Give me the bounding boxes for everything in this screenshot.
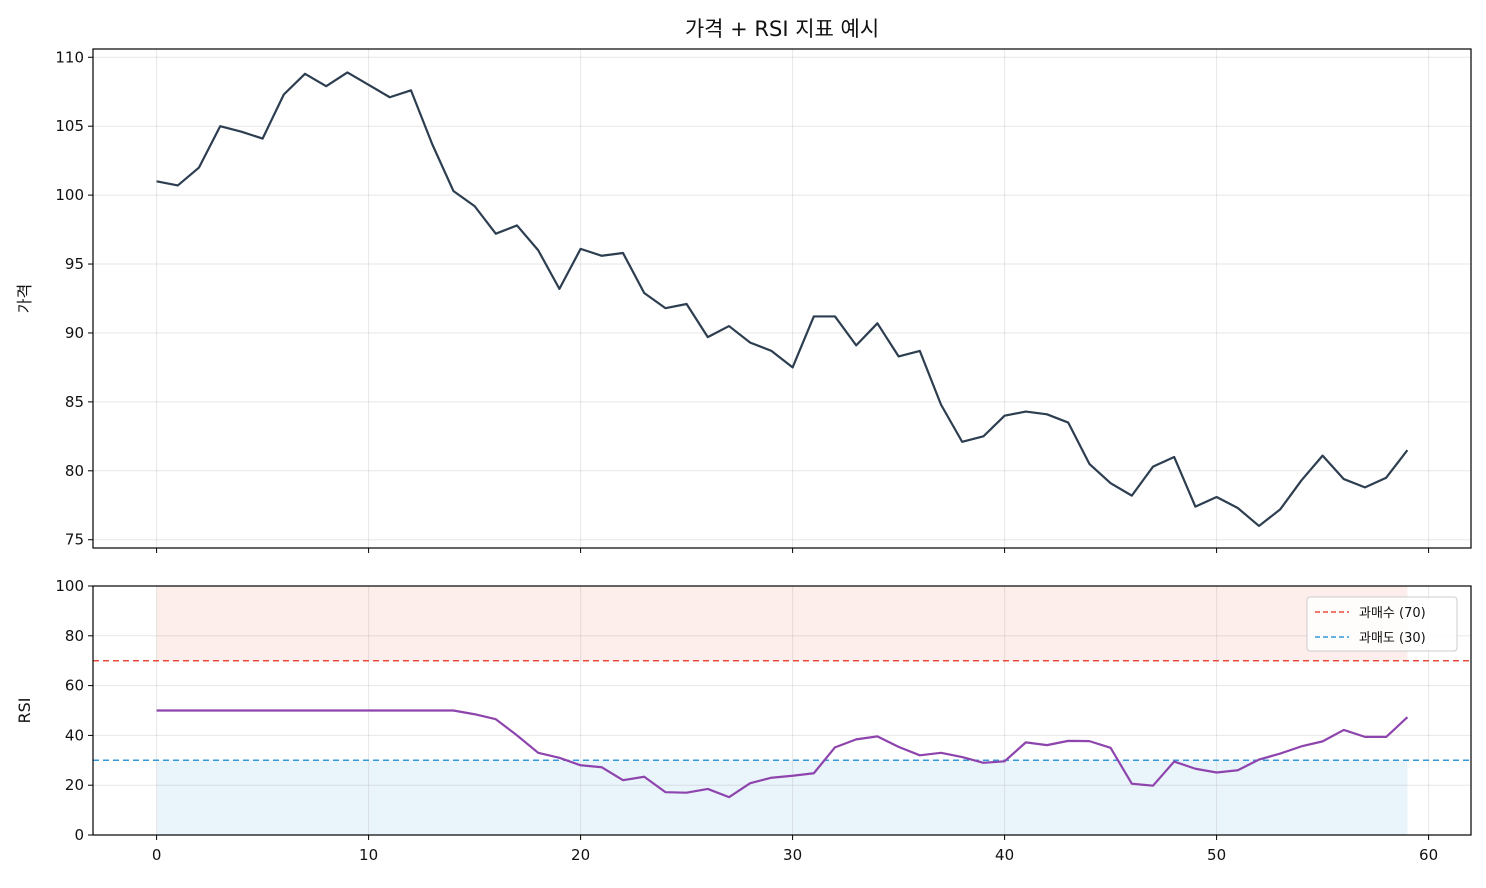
price-y-tick-label: 95 <box>65 255 84 273</box>
price-plot-area <box>93 49 1471 548</box>
rsi-panel: 0 20 40 60 80 100 0 10 20 30 40 50 60 RSI 과매수 (70) 과매도 … <box>15 577 1472 864</box>
rsi-series-line <box>156 709 1409 799</box>
rsi-x-tick-label: 50 <box>1207 846 1226 864</box>
rsi-y-tick-label: 0 <box>74 826 84 844</box>
price-y-tick-label: 90 <box>65 324 84 342</box>
rsi-y-tick-label: 80 <box>65 627 84 645</box>
rsi-x-tick-label: 0 <box>152 846 162 864</box>
legend-label: 과매수 (70) <box>1359 606 1426 621</box>
price-y-tick-label: 80 <box>65 462 84 480</box>
rsi-x-tick-label: 20 <box>571 846 590 864</box>
chart-title: 가격 + RSI 지표 예시 <box>685 17 879 41</box>
rsi-x-tick-label: 10 <box>359 846 378 864</box>
price-y-tick-label: 100 <box>55 186 84 204</box>
rsi-y-tick-label: 20 <box>65 776 84 794</box>
rsi-x-tick-label: 30 <box>783 846 802 864</box>
rsi-shaded-band <box>156 760 1408 835</box>
price-y-tick-label: 105 <box>55 117 84 135</box>
legend-box <box>1306 596 1458 652</box>
rsi-axes-frame <box>92 585 1472 836</box>
price-y-tick-label: 110 <box>55 48 84 66</box>
price-axes-frame <box>92 48 1472 549</box>
rsi-x-tick-label: 60 <box>1419 846 1438 864</box>
rsi-y-tick-label: 100 <box>55 577 84 595</box>
rsi-x-tick-label: 40 <box>995 846 1014 864</box>
rsi-y-axis-label: RSI <box>15 698 34 724</box>
chart-legend: 과매수 (70) 과매도 (30) <box>1306 596 1458 652</box>
price-panel: 75 80 85 90 95 100 105 110 가격 <box>15 48 1472 553</box>
rsi-y-tick-label: 60 <box>65 677 84 695</box>
price-y-tick-label: 85 <box>65 393 84 411</box>
price-series-line <box>156 71 1409 528</box>
legend-label: 과매도 (30) <box>1359 631 1426 646</box>
rsi-y-tick-label: 40 <box>65 726 84 744</box>
price-y-axis-label: 가격 <box>15 284 34 313</box>
rsi-shaded-band <box>156 586 1408 661</box>
price-y-tick-label: 75 <box>65 531 84 549</box>
